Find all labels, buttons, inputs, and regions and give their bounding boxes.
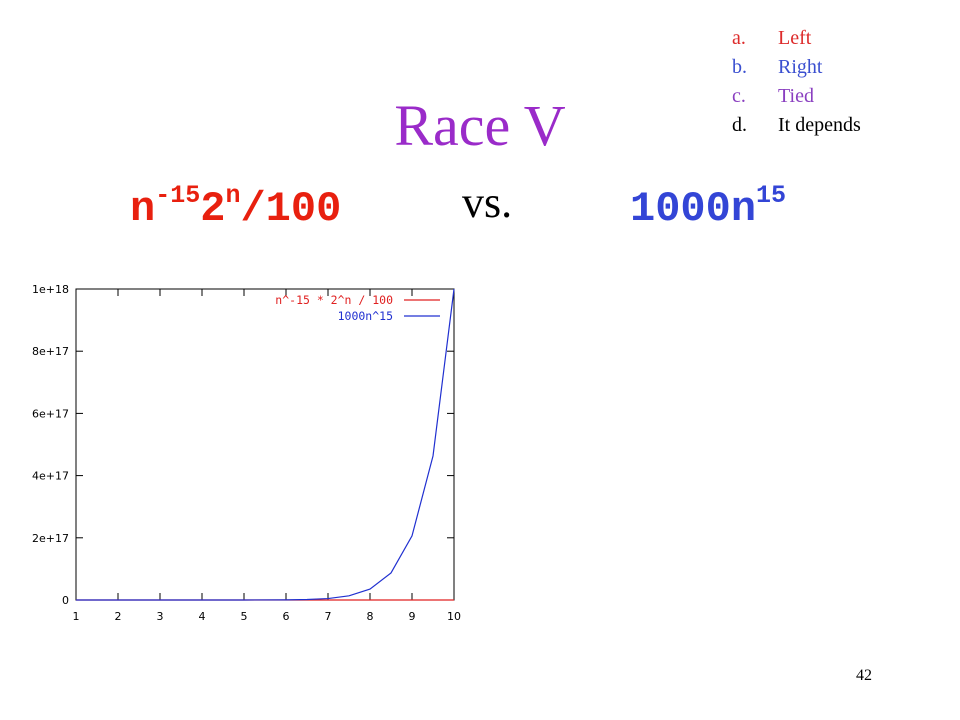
legend-label: n^-15 * 2^n / 100 [275, 293, 393, 307]
y-tick-label: 8e+17 [32, 345, 69, 358]
y-tick-label: 4e+17 [32, 470, 69, 483]
answer-choices: a. Left b. Right c. Tied d. It depends [732, 24, 861, 140]
y-tick-label: 2e+17 [32, 532, 69, 545]
right-formula: 1000n15 [630, 174, 786, 234]
right-formula-base: 1000n [630, 185, 757, 233]
x-tick-label: 1 [73, 610, 80, 623]
choice-text: Left [778, 27, 812, 49]
vs-label: vs. [462, 178, 513, 227]
choice-text: It depends [778, 114, 861, 136]
choice-letter: d. [732, 114, 747, 136]
left-formula-exp-n: n [225, 181, 241, 210]
left-formula-base-2: 2 [200, 185, 226, 233]
choice-text: Tied [778, 85, 814, 107]
left-formula-exp-neg15: -15 [155, 181, 201, 210]
left-formula-suffix: /100 [240, 185, 342, 233]
choice-letter: a. [732, 27, 746, 49]
choice-text: Right [778, 56, 823, 78]
x-tick-label: 2 [115, 610, 122, 623]
x-tick-label: 3 [157, 610, 164, 623]
left-formula-base-n: n [130, 185, 156, 233]
legend-label: 1000n^15 [338, 309, 393, 323]
slide-title: Race V [394, 93, 566, 158]
y-tick-label: 0 [62, 594, 69, 607]
choice-c: c. Tied [732, 82, 861, 111]
x-tick-label: 7 [325, 610, 332, 623]
series-line-2 [76, 288, 455, 601]
x-tick-label: 8 [367, 610, 374, 623]
choice-letter: b. [732, 56, 747, 78]
page-number: 42 [856, 667, 872, 684]
x-tick-label: 5 [241, 610, 248, 623]
right-formula-exp: 15 [756, 181, 787, 210]
choice-letter: c. [732, 85, 746, 107]
choice-a: a. Left [732, 24, 861, 53]
choice-d: d. It depends [732, 111, 861, 140]
x-tick-label: 10 [447, 610, 461, 623]
x-tick-label: 6 [283, 610, 290, 623]
choice-b: b. Right [732, 53, 861, 82]
x-tick-label: 9 [409, 610, 416, 623]
y-tick-label: 6e+17 [32, 407, 69, 420]
left-formula: n-152n/100 [130, 174, 341, 234]
x-tick-label: 4 [199, 610, 206, 623]
y-tick-label: 1e+18 [32, 283, 69, 296]
plot-frame [75, 288, 455, 601]
